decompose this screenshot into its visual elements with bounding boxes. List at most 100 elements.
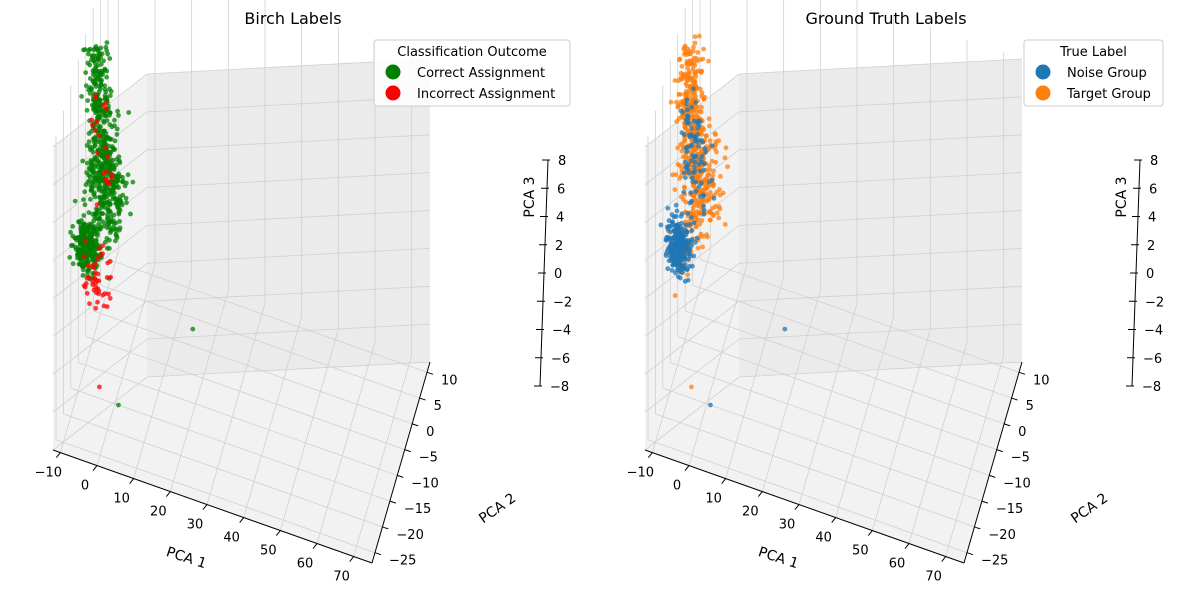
scatter-point [113,238,118,244]
scatter-point [691,86,696,92]
scatter-point [90,149,96,155]
z-tick-label: 2 [1147,239,1155,254]
y-tick [411,423,419,427]
scatter-point [91,172,96,178]
scatter-point [707,217,713,223]
scatter-point [105,154,111,159]
scatter-point [717,192,723,198]
scatter-point [100,203,106,208]
scatter-point [697,221,703,227]
scatter-point [697,168,703,174]
scatter-point [68,229,73,235]
scatter-point [698,57,703,63]
grid-line [688,264,748,466]
scatter-point [665,248,670,254]
scatter-point [706,172,711,177]
scatter-point [92,270,98,275]
scatter-point [104,275,110,280]
scatter-point [713,132,718,138]
scatter-point [672,233,678,239]
scatter-point [694,109,700,115]
scatter-point [82,238,88,244]
grid-line [692,284,1012,399]
scatter-point [116,113,121,118]
scatter-point [85,226,91,232]
x-tick-label: 50 [260,544,277,559]
grid-line [78,362,398,476]
x-tick-label: 70 [925,570,942,585]
y-tick [389,500,397,504]
x-tick-label: 40 [815,531,832,546]
scatter-point [114,126,120,132]
scatter-point [668,99,674,105]
scatter-point [678,142,683,148]
grid-line [685,310,1005,425]
scatter-point [89,253,95,259]
scatter-point [674,119,680,124]
grid-line [206,303,266,505]
scatter-point [92,106,97,112]
grid-line [662,387,982,502]
scatter-point [80,267,86,273]
scatter-point [84,160,90,166]
scatter-point [93,211,98,217]
grid-line [96,264,156,466]
scatter-points [658,33,788,408]
scatter-point [78,262,84,267]
scatter-point [710,172,716,178]
scatter-point [86,210,92,216]
scatter-point [86,165,92,171]
scatter-point [782,326,788,332]
x-tick [941,556,947,562]
scatter-point [699,218,705,223]
z-tick-label: −6 [1143,352,1162,367]
scatter-point [93,92,98,98]
scatter-point [78,237,83,243]
scatter-point [93,238,99,244]
scatter-point [692,40,698,46]
scatter-point [689,132,694,138]
scatter-point [684,144,690,150]
scatter-point [689,58,695,63]
scatter-point [86,131,92,136]
scatter-point [700,139,705,145]
scatter-point [700,244,705,250]
y-tick-label: −5 [419,451,438,466]
grid-line [651,251,711,453]
scatter-point [99,164,105,170]
scatter-point [100,243,106,249]
scatter-point [81,197,86,203]
scatter-point [689,175,695,181]
scatter-point [685,211,691,216]
scatter-point [697,33,702,39]
scatter-point [701,211,707,217]
scatter-point [698,231,704,237]
y-tick-label: −15 [996,502,1023,517]
scatter-point [101,193,107,198]
scatter-point [694,235,700,241]
y-tick-label: −25 [389,554,416,569]
x-tick-label: 40 [223,531,240,546]
scatter-point [683,49,689,55]
scatter-point [82,189,88,195]
scatter-point [706,197,712,202]
scatter-point [100,71,105,77]
scatter-point [81,254,87,259]
scatter-point [112,117,117,123]
scatter-point [104,169,109,174]
scatter-point [100,219,106,225]
scatter-point [689,104,695,110]
scatter-point [81,221,87,227]
scatter-point [673,202,679,208]
scatter-point [716,215,722,221]
scatter-point [110,188,116,194]
scatter-point [688,253,693,259]
scatter-point [665,205,671,211]
scatter-point [104,74,109,80]
scatter-point [687,51,693,57]
scatter-point [703,149,709,155]
scatter-point [91,287,97,293]
scatter-point [672,246,678,252]
scatter-point [681,246,686,252]
y-tick-label: 10 [1033,373,1050,388]
